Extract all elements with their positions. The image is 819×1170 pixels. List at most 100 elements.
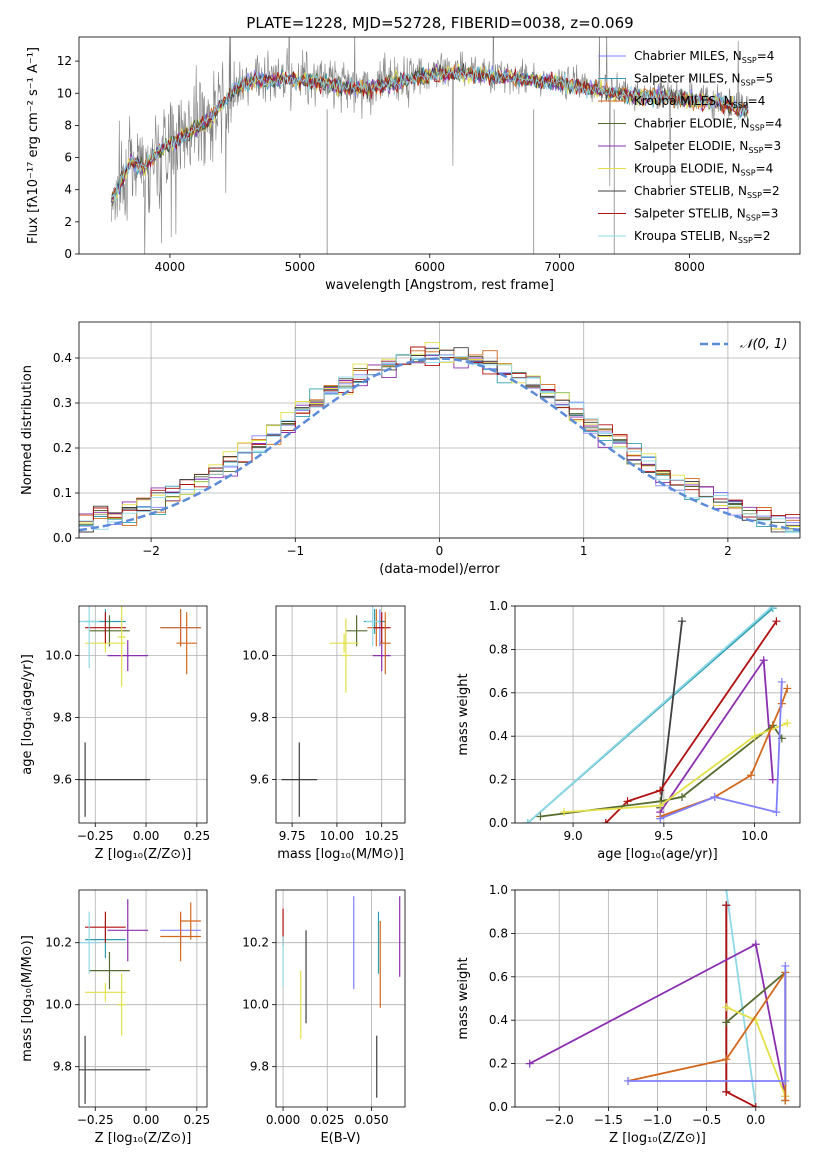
y-tick-label: 0.1	[53, 486, 72, 500]
weight-point-marker	[751, 940, 760, 949]
age-vs-Z-plot-area	[79, 606, 201, 817]
y-tick-label: 10	[57, 86, 72, 100]
y-tick-label: 0.0	[489, 816, 508, 830]
x-tick-label: 0.25	[183, 1113, 210, 1127]
legend-entry: Kroupa STELIB, NSSP=2	[634, 229, 771, 245]
y-axis-label: Normed distribution	[20, 365, 35, 495]
x-axis-label: E(B-V)	[320, 1131, 360, 1146]
weight-point-marker	[768, 606, 777, 610]
y-axis-label: mass weight	[456, 673, 471, 755]
weight-point-marker	[678, 617, 687, 626]
residuals-panel: −2 −1 0 1 2 0.0 0.1 0.2 0.3 0.4 (data-model)/error…	[20, 321, 801, 577]
y-tick-label: 0.4	[53, 351, 72, 365]
y-tick-label: 8	[64, 118, 72, 132]
legend-entry: Salpeter ELODIE, NSSP=3	[634, 139, 781, 155]
x-tick-label: 6000	[414, 260, 445, 274]
y-tick-label: 0.6	[489, 686, 508, 700]
model-series-line	[111, 67, 749, 200]
legend-entry: Kroupa ELODIE, NSSP=4	[634, 162, 773, 178]
x-tick-label: 0	[436, 544, 444, 558]
y-tick-label: 9.8	[53, 1060, 72, 1074]
y-tick-label: 6	[64, 151, 72, 165]
weight-point-marker	[656, 786, 665, 795]
model-series-line	[111, 65, 749, 204]
weight-series-line	[659, 621, 683, 808]
legend-entry: Chabrier STELIB, NSSP=2	[634, 184, 780, 200]
legend-entry: Kroupa MILES, NSSP=4	[634, 94, 765, 110]
spectrum-panel: 4000 5000 6000 7000 8000 0 2 4 6 8 10 12 wavelength …	[26, 36, 801, 293]
panels-group: 4000 5000 6000 7000 8000024681012wavelength …	[20, 36, 801, 1146]
weight-point-marker	[722, 1087, 731, 1096]
y-tick-label: 4	[64, 183, 72, 197]
legend-entry: Chabrier MILES, NSSP=4	[634, 49, 774, 65]
weight-vs-Z-panel: −2.0 −1.5 −1.0 −0.5 0.0 0.0 0.2 0.4 0.6 0.8 1.0 Z […	[456, 883, 801, 1146]
weight-point-marker	[560, 808, 569, 817]
axes-frame	[275, 605, 406, 824]
x-tick-label: 9.0	[564, 829, 583, 843]
weight-point-marker	[624, 1076, 633, 1085]
weight-point-marker	[710, 792, 719, 801]
x-tick-label: 0.25	[183, 829, 210, 843]
y-tick-label: 0.4	[489, 729, 508, 743]
y-tick-label: 0.3	[53, 396, 72, 410]
x-tick-label: −1.5	[594, 1113, 623, 1127]
axes-frame	[275, 889, 406, 1108]
x-tick-label: 7000	[544, 260, 575, 274]
weight-point-marker	[783, 684, 792, 693]
y-tick-label: 9.6	[250, 773, 269, 787]
weight-point-marker	[656, 814, 665, 823]
y-axis-label: Flux [fλ10⁻¹⁷ erg cm⁻² s⁻¹ A⁻¹]	[26, 47, 41, 244]
observed-spectrum-line	[111, 37, 749, 254]
x-tick-label: 0.00	[133, 1113, 160, 1127]
gaussian-reference-curve	[79, 357, 800, 532]
weight-point-marker	[781, 1096, 790, 1105]
model-series-line	[111, 65, 749, 203]
x-axis-label: Z [log₁₀(Z/Z⊙)]	[95, 1131, 192, 1146]
weight-point-marker	[536, 812, 545, 821]
weight-point-marker	[751, 1103, 760, 1107]
weight-point-marker	[772, 617, 781, 626]
weight-vs-Z-plot-area	[525, 890, 790, 1107]
weight-point-marker	[525, 1059, 534, 1068]
x-tick-label: −2	[142, 544, 160, 558]
y-axis-label: age [log₁₀(age/yr)]	[20, 654, 35, 775]
x-tick-label: 4000	[155, 260, 186, 274]
y-tick-label: 1.0	[489, 883, 508, 897]
x-tick-label: −1	[286, 544, 304, 558]
weight-series-line	[527, 606, 774, 823]
legend-entry: Salpeter MILES, NSSP=5	[634, 72, 773, 88]
weight-point-marker	[722, 1018, 731, 1027]
y-axis-label: mass weight	[456, 957, 471, 1039]
spectrum-legend: Chabrier MILES, NSSP=4 Salpeter MILES, NS…	[598, 49, 782, 245]
y-tick-label: 0.0	[489, 1100, 508, 1114]
weight-point-marker	[678, 792, 687, 801]
x-axis-label: Z [log₁₀(Z/Z⊙)]	[609, 1131, 706, 1146]
weight-vs-age-panel: 9.0 9.5 10.0 0.0 0.2 0.4 0.6 0.8 1.0 age [log₁₀(a…	[456, 599, 801, 862]
axes-frame	[78, 321, 801, 539]
y-axis-label: mass [log₁₀(M/M⊙)]	[20, 935, 35, 1062]
axes-frame	[78, 36, 801, 255]
axes-frame	[78, 889, 208, 1108]
y-tick-label: 10.0	[242, 998, 269, 1012]
axes-frame	[514, 889, 801, 1108]
y-tick-label: 12	[57, 54, 72, 68]
weight-point-marker	[768, 775, 777, 784]
mass-vs-Z-panel: −0.25 0.00 0.25 9.8 10.0 10.2 Z [log₁₀(Z/Z⊙)] m…	[20, 889, 210, 1146]
weight-point-marker	[781, 1076, 790, 1085]
weight-vs-age-plot-area	[523, 606, 792, 823]
x-tick-label: 0.025	[310, 1113, 344, 1127]
weight-point-marker	[777, 677, 786, 686]
y-tick-label: 0.8	[489, 926, 508, 940]
y-tick-label: 9.8	[53, 711, 72, 725]
weight-point-marker	[623, 797, 632, 806]
figure-title: PLATE=1228, MJD=52728, FIBERID=0038, z=0…	[246, 14, 633, 32]
x-tick-label: −0.25	[77, 829, 114, 843]
legend-entry: Chabrier ELODIE, NSSP=4	[634, 117, 782, 133]
x-tick-label: 10.0	[741, 829, 768, 843]
age-vs-Z-panel: −0.25 0.00 0.25 9.6 9.8 10.0 Z [log₁₀(Z/Z⊙)] ag…	[20, 605, 210, 862]
x-tick-label: −1.0	[643, 1113, 672, 1127]
x-tick-label: −0.25	[77, 1113, 114, 1127]
y-tick-label: 9.6	[53, 773, 72, 787]
x-axis-label: (data-model)/error	[379, 562, 500, 577]
